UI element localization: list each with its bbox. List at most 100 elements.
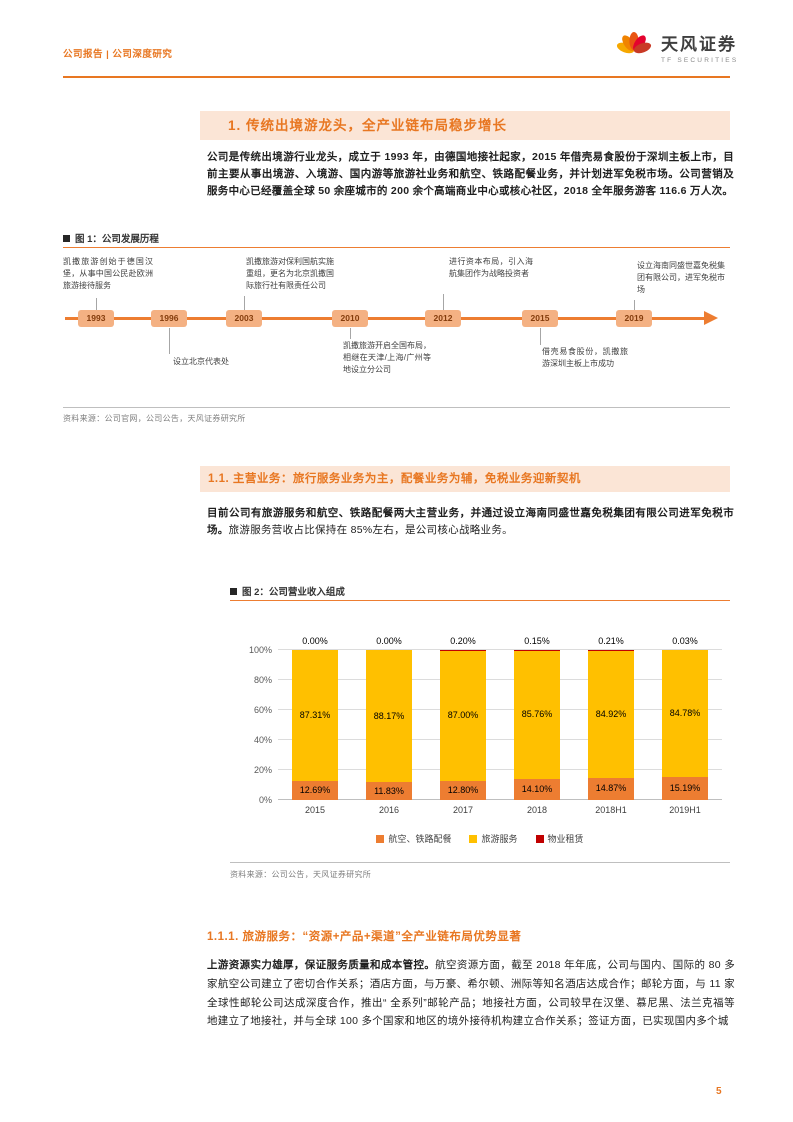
figure-1-caption: 图 1：公司发展历程 [63, 231, 159, 245]
section-1-1-paragraph: 目前公司有旅游服务和航空、铁路配餐两大主营业务，并通过设立海南同盛世嘉免税集团有… [207, 505, 734, 539]
legend-swatch-icon [376, 834, 385, 843]
figure-2-source: 资料来源：公司公告，天风证券研究所 [230, 870, 372, 879]
chart-gridline [278, 649, 722, 650]
figure-bullet-icon [63, 235, 70, 242]
legend-label: 物业租赁 [547, 834, 584, 844]
y-axis-tick: 20% [253, 765, 272, 775]
bar-segment [292, 780, 338, 800]
brand-logo-block: 天风证券 TF SECURITIES [615, 27, 738, 67]
y-axis-tick: 0% [258, 795, 272, 805]
bar-segment [514, 778, 560, 800]
bar-segment [366, 782, 412, 800]
bar-segment [440, 650, 486, 781]
timeline-year-2003: 2003 [226, 310, 262, 327]
y-axis-tick: 60% [253, 705, 272, 715]
bar-segment [366, 650, 412, 783]
bar-value-label: 87.00% [447, 710, 479, 721]
bar-value-label: 11.83% [374, 785, 404, 796]
page-number: 5 [716, 1086, 722, 1097]
figure-1-top-rule [63, 247, 730, 248]
section-1-paragraph: 公司是传统出境游行业龙头，成立于 1993 年，由德国地接社起家，2015 年借… [207, 151, 734, 197]
bar-segment [588, 777, 634, 800]
x-axis-tick: 2018 [526, 805, 548, 815]
timeline-connector [634, 300, 635, 310]
legend-item: 物业租赁 [535, 832, 584, 845]
stacked-bar-2018: 14.10% 85.76% 0.15% [514, 636, 560, 800]
bar-value-label: 0.15% [524, 636, 550, 646]
figure-2-bottom-rule [230, 862, 730, 863]
revenue-composition-chart: 0% 20% 40% 60% 80% 100% 12.69% 87.31% 0.00% 11.8… [230, 608, 730, 854]
chart-gridline [278, 709, 722, 710]
bar-value-label: 14.87% [595, 783, 627, 794]
timeline-connector [169, 328, 170, 354]
bar-value-label: 87.31% [299, 709, 331, 720]
development-timeline: 1993 凯撒旅游创始于德国汉堡，从事中国公民赴欧洲旅游接待服务 1996 设立北京代… [63, 252, 730, 404]
brand-name: 天风证券 [661, 35, 737, 54]
figure-2-top-rule [230, 600, 730, 601]
section-1-title: 1. 传统出境游龙头，全产业链布局稳步增长 [200, 111, 730, 140]
timeline-arrowhead-icon [704, 311, 718, 325]
figure-2-caption: 图 2：公司营业收入组成 [230, 584, 345, 598]
paragraph-bold-lead: 目前公司有旅游服务和航空、铁路配餐两大主营业务，并通过设立海南同盛世嘉免税集团有… [207, 507, 734, 536]
timeline-year-2010: 2010 [332, 310, 368, 327]
bar-value-label: 84.92% [595, 708, 627, 719]
timeline-year-2015: 2015 [522, 310, 558, 327]
bar-segment [662, 777, 708, 800]
legend-item: 航空、铁路配餐 [376, 832, 451, 845]
bar-value-label: 85.76% [521, 709, 553, 720]
timeline-event-text: 凯撒旅游开启全国布局，相继在天津/上海/广州等地设立分公司 [343, 341, 431, 374]
bar-value-label: 12.69% [299, 784, 331, 795]
y-axis-tick: 80% [253, 675, 272, 685]
legend-label: 航空、铁路配餐 [388, 834, 452, 844]
timeline-connector [443, 294, 444, 310]
timeline-connector [96, 298, 97, 310]
bar-value-label: 0.03% [672, 636, 698, 646]
figure-2-label: 图 2：公司营业收入组成 [242, 587, 345, 598]
timeline-event-text: 设立北京代表处 [173, 357, 229, 366]
timeline-event-text: 设立海南同盛世嘉免税集团有限公司，进军免税市场 [637, 261, 725, 294]
bar-segment [588, 650, 634, 778]
figure-bullet-icon [230, 588, 237, 595]
report-category: 公司报告 | 公司深度研究 [63, 49, 173, 60]
section-1-1-1-paragraph: 上游资源实力雄厚，保证服务质量和成本管控。航空资源方面，截至 2018 年年底，… [207, 956, 735, 1031]
bar-value-label: 0.21% [598, 636, 624, 646]
section-1-1-1-title: 1.1.1. 旅游服务：“资源+产品+渠道”全产业链布局优势显著 [207, 931, 522, 943]
figure-1-label: 图 1：公司发展历程 [75, 234, 159, 245]
bar-segment [662, 650, 708, 778]
timeline-axis [65, 317, 705, 320]
timeline-event-text: 凯撒旅游创始于德国汉堡，从事中国公民赴欧洲旅游接待服务 [63, 257, 153, 290]
bar-value-label: 0.00% [376, 636, 402, 646]
section-1-1-title: 1.1. 主营业务：旅行服务业务为主，配餐业务为辅，免税业务迎新契机 [200, 466, 730, 492]
paragraph-regular: 航空资源方面，截至 2018 年年底，公司与国内、国际的 80 多家航空公司建立… [207, 959, 735, 1028]
timeline-connector [540, 328, 541, 345]
figure-1-source: 资料来源：公司官网，公司公告，天风证券研究所 [63, 414, 246, 423]
timeline-year-2019: 2019 [616, 310, 652, 327]
legend-label: 旅游服务 [481, 834, 518, 844]
tf-flower-icon [616, 32, 652, 54]
figure-1-bottom-rule [63, 407, 730, 408]
bar-segment [514, 650, 560, 779]
x-axis-tick: 2019H1 [669, 805, 701, 815]
y-axis-tick: 40% [253, 735, 272, 745]
chart-y-axis: 0% 20% 40% 60% 80% 100% [230, 645, 272, 805]
header-divider [63, 76, 730, 78]
chart-legend: 航空、铁路配餐 旅游服务 物业租赁 [230, 832, 730, 845]
chart-gridline [278, 769, 722, 770]
bar-value-label: 0.00% [302, 636, 328, 646]
stacked-bar-2018H1: 14.87% 84.92% 0.21% [588, 636, 634, 800]
stacked-bar-2015: 12.69% 87.31% 0.00% [292, 636, 338, 800]
bar-value-label: 12.80% [447, 784, 479, 795]
legend-swatch-icon [535, 834, 544, 843]
bar-segment [440, 780, 486, 800]
chart-plot: 12.69% 87.31% 0.00% 11.83% 88.17% 0.00% 12.80%… [278, 636, 722, 800]
x-axis-tick: 2015 [304, 805, 326, 815]
bar-value-label: 15.19% [669, 783, 701, 794]
chart-gridline [278, 739, 722, 740]
paragraph-bold-lead: 上游资源实力雄厚，保证服务质量和成本管控。 [207, 959, 436, 971]
timeline-event-text: 进行资本布局，引入海航集团作为战略投资者 [449, 257, 533, 278]
timeline-event-text: 借壳易食股份，凯撒旅游深圳主板上市成功 [542, 347, 628, 368]
timeline-year-1993: 1993 [78, 310, 114, 327]
x-axis-tick: 2016 [378, 805, 400, 815]
brand-subtitle: TF SECURITIES [661, 57, 739, 64]
